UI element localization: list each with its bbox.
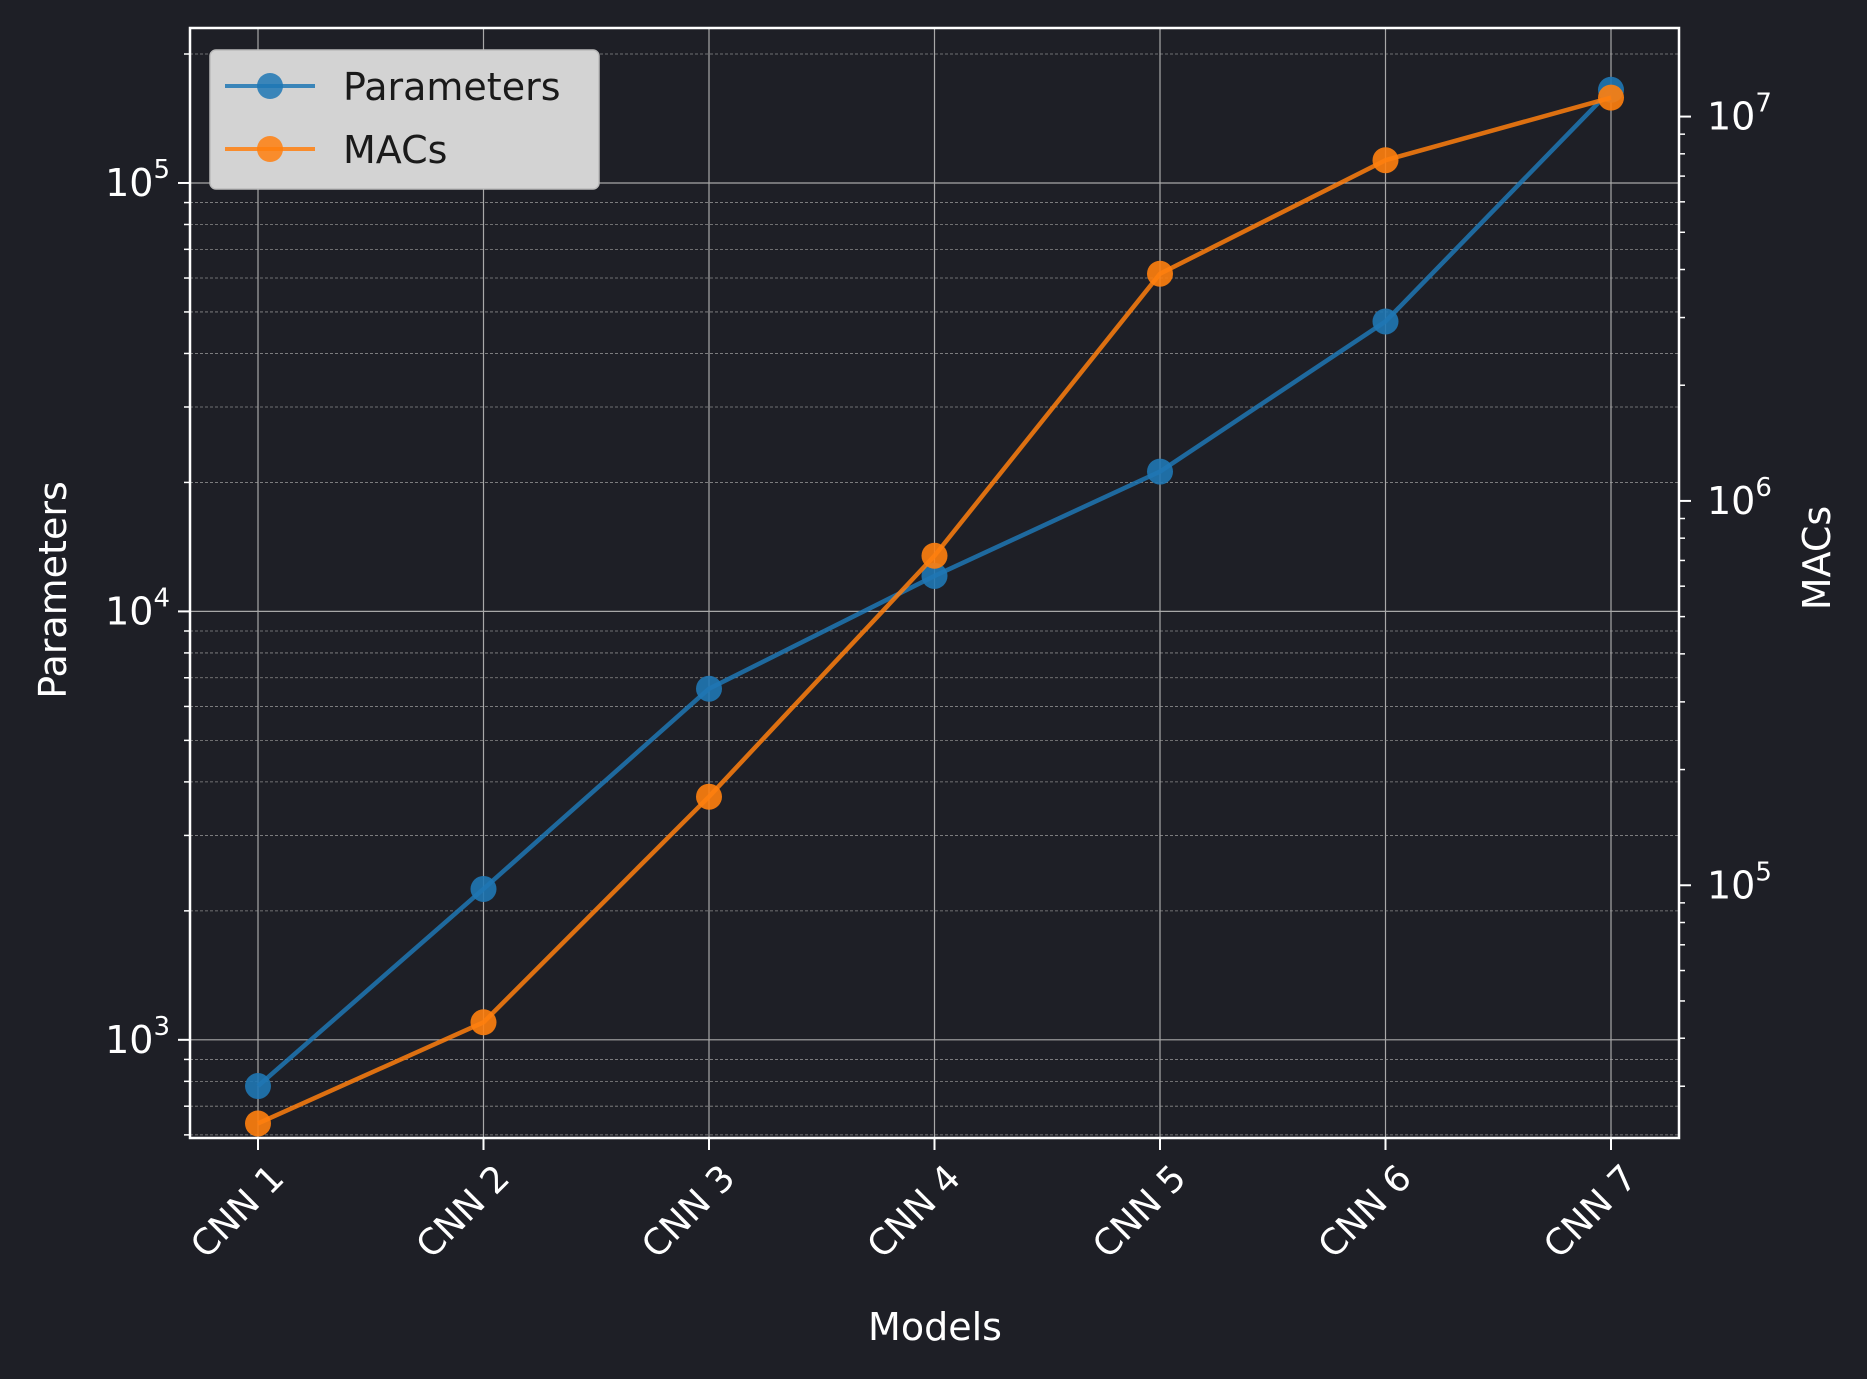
right-axis-label: MACs: [1795, 506, 1839, 610]
data-point-macs: [921, 542, 948, 569]
right-tick-label: 106: [1707, 473, 1772, 523]
data-point-macs: [1147, 260, 1173, 287]
data-point-macs: [245, 1110, 271, 1137]
data-point-parameters: [921, 562, 948, 589]
left-axis-label: Parameters: [31, 481, 75, 699]
legend-marker-parameters: [257, 73, 283, 99]
right-tick-label: 105: [1707, 857, 1772, 907]
legend-marker-macs: [257, 136, 283, 162]
data-point-parameters: [470, 875, 497, 902]
left-axis: 103 104 105: [105, 53, 190, 1136]
series-layer: [245, 76, 1624, 1137]
data-point-macs: [1372, 147, 1399, 174]
left-tick-label: 103: [105, 1012, 170, 1062]
right-axis: 105 106 107: [1679, 89, 1772, 1087]
data-point-macs: [696, 783, 722, 810]
left-tick-label: 104: [105, 583, 170, 633]
data-point-parameters: [1372, 308, 1399, 335]
data-point-parameters: [1147, 458, 1173, 485]
data-point-parameters: [245, 1073, 271, 1100]
x-axis-label: Models: [868, 1305, 1002, 1349]
data-point-macs: [470, 1009, 497, 1036]
legend: Parameters MACs: [209, 49, 600, 190]
left-tick-label: 105: [105, 155, 170, 205]
legend-label-parameters: Parameters: [343, 65, 561, 109]
legend-label-macs: MACs: [343, 128, 447, 172]
data-point-parameters: [696, 675, 722, 702]
right-tick-label: 107: [1707, 89, 1772, 139]
data-point-macs: [1598, 84, 1624, 111]
